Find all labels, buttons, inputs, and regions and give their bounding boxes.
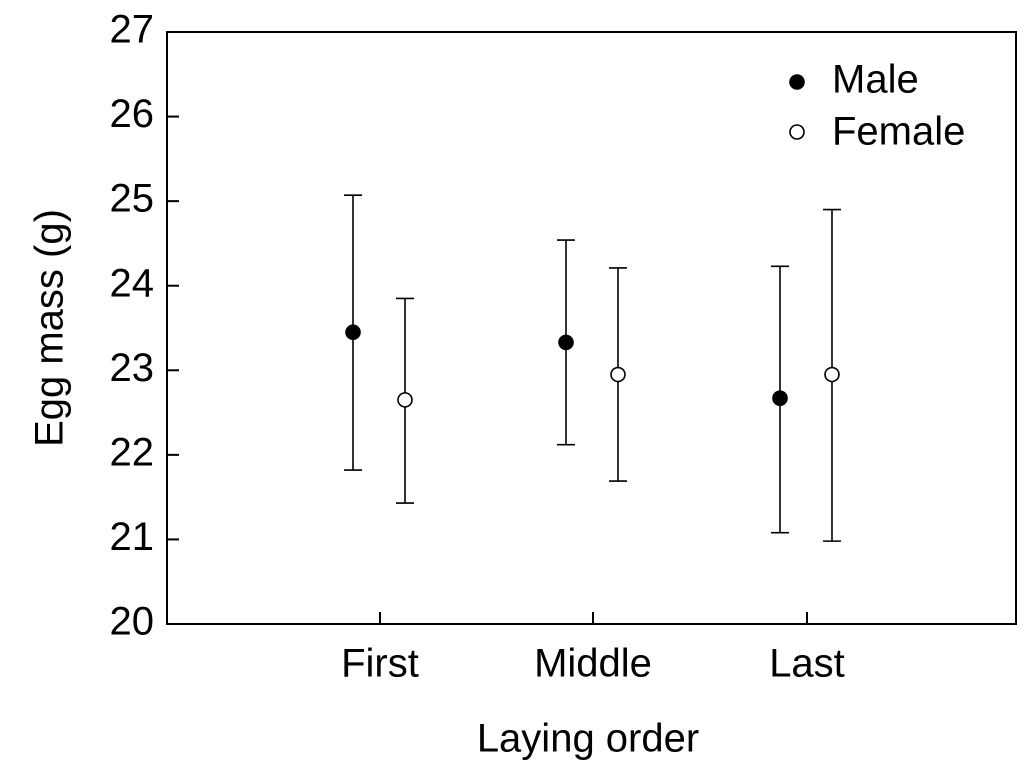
data-point-male	[558, 334, 574, 351]
plot-area	[166, 31, 1017, 625]
y-tick-label: 24	[110, 261, 155, 305]
y-tick-label: 25	[110, 177, 155, 221]
data-point-female	[610, 366, 626, 383]
legend-label-female: Female	[832, 110, 965, 154]
legend-marker-female	[789, 124, 805, 140]
y-tick-label: 26	[110, 92, 155, 136]
data-point-male	[772, 390, 788, 406]
data-point-female	[397, 392, 413, 408]
data-point-male	[345, 324, 361, 341]
y-tick-label: 22	[110, 430, 155, 474]
data-point-female	[824, 366, 840, 383]
legend-marker-male	[789, 74, 805, 90]
y-tick-label: 27	[110, 8, 155, 52]
x-axis-title: Laying order	[477, 717, 699, 761]
x-tick-label: Middle	[534, 642, 652, 686]
data-marks	[344, 194, 841, 542]
legend: Male Female	[789, 58, 965, 154]
x-tick-label: First	[341, 642, 419, 686]
y-tick-label: 21	[110, 515, 155, 559]
y-axis: 20 21 22 23 24 25 26 27	[110, 8, 179, 644]
x-axis: First Middle Last	[341, 612, 845, 686]
y-tick-label: 23	[110, 346, 155, 390]
y-tick-label: 20	[110, 600, 155, 644]
x-tick-label: Last	[769, 642, 845, 686]
y-axis-title: Egg mass (g)	[28, 209, 72, 447]
legend-label-male: Male	[832, 58, 919, 102]
